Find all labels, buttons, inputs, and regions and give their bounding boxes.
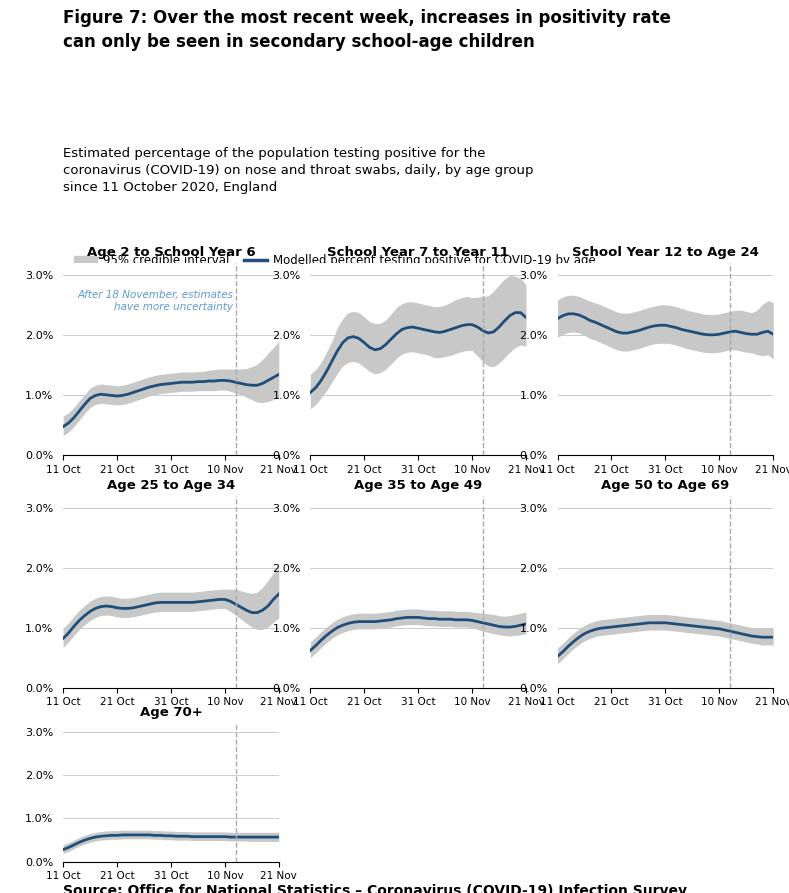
Title: Age 35 to Age 49: Age 35 to Age 49 xyxy=(354,479,482,492)
Title: School Year 12 to Age 24: School Year 12 to Age 24 xyxy=(572,246,759,260)
Title: Age 2 to School Year 6: Age 2 to School Year 6 xyxy=(87,246,256,260)
Title: Age 25 to Age 34: Age 25 to Age 34 xyxy=(107,479,235,492)
Title: School Year 7 to Year 11: School Year 7 to Year 11 xyxy=(327,246,509,260)
Text: Figure 7: Over the most recent week, increases in positivity rate
can only be se: Figure 7: Over the most recent week, inc… xyxy=(63,9,671,51)
Title: Age 50 to Age 69: Age 50 to Age 69 xyxy=(601,479,730,492)
Legend: 95% credible interval, Modelled percent testing positive for COVID-19 by age: 95% credible interval, Modelled percent … xyxy=(69,250,600,272)
Title: Age 70+: Age 70+ xyxy=(140,706,202,720)
Text: After 18 November, estimates
have more uncertainty: After 18 November, estimates have more u… xyxy=(77,290,234,312)
Text: Source: Office for National Statistics – Coronavirus (COVID-19) Infection Survey: Source: Office for National Statistics –… xyxy=(63,884,687,893)
Text: Estimated percentage of the population testing positive for the
coronavirus (COV: Estimated percentage of the population t… xyxy=(63,147,533,195)
